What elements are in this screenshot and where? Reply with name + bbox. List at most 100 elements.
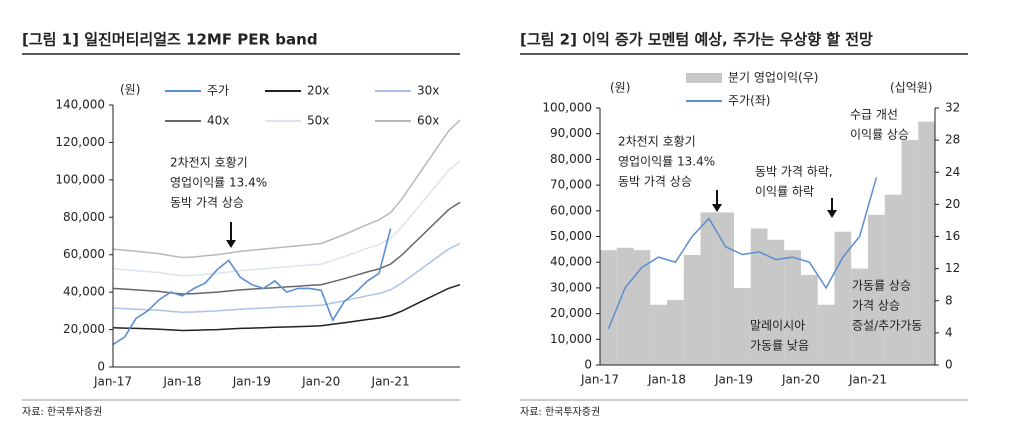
annotation: 이익률 상승 — [850, 128, 909, 142]
bar — [834, 231, 852, 365]
y-tick-label: 20,000 — [63, 322, 105, 336]
x-tick-label: Jan-18 — [647, 373, 686, 387]
bar — [600, 250, 617, 365]
source: 자료: 한국투자증권 — [22, 406, 102, 418]
line — [112, 283, 461, 332]
y2-tick-label: 4 — [945, 325, 953, 339]
annotation-arrowhead — [827, 210, 837, 218]
bar — [817, 304, 835, 365]
legend-label: 40x — [207, 114, 229, 128]
bar — [683, 254, 701, 365]
y-tick-label: 20,000 — [550, 306, 592, 320]
bar — [801, 275, 818, 365]
bar — [918, 121, 935, 365]
line — [112, 201, 461, 295]
y-tick-label: 0 — [97, 360, 105, 374]
y-unit: (원) — [120, 83, 140, 97]
x-tick-label: Jan-20 — [301, 375, 340, 389]
bar — [717, 212, 734, 365]
x-tick-label: Jan-20 — [781, 373, 820, 387]
annotation: 가격 상승 — [852, 299, 900, 313]
chart-title: [그림 2] 이익 증가 모멘텀 예상, 주가는 우상향 할 전망 — [520, 31, 873, 49]
y-tick-label: 40,000 — [63, 285, 105, 299]
y2-tick-label: 12 — [945, 261, 960, 275]
legend-label: 50x — [307, 114, 329, 128]
annotation: 영업이익률 13.4% — [618, 155, 715, 169]
y-tick-label: 70,000 — [550, 178, 592, 192]
y2-tick-label: 24 — [945, 165, 960, 179]
annotation: 수급 개선 — [850, 108, 898, 122]
bar — [784, 250, 801, 365]
chart-title: [그림 1] 일진머티리얼즈 12MF PER band — [22, 31, 318, 49]
y-unit: (원) — [610, 81, 630, 95]
annotation: 2차전지 호황기 — [170, 156, 248, 170]
y-tick-label: 80,000 — [63, 210, 105, 224]
y-tick-label: 120,000 — [55, 135, 105, 149]
x-tick-label: Jan-17 — [580, 373, 619, 387]
source: 자료: 한국투자증권 — [520, 406, 600, 418]
legend-label: 30x — [417, 84, 439, 98]
annotation: 동박 가격 하락, — [755, 165, 833, 179]
y-tick-label: 50,000 — [550, 229, 592, 243]
x-tick-label: Jan-18 — [162, 375, 201, 389]
y-tick-label: 30,000 — [550, 280, 592, 294]
y-tick-label: 140,000 — [55, 98, 105, 112]
y-tick-label: 60,000 — [63, 247, 105, 261]
annotation: 동박 가격 상승 — [170, 196, 244, 210]
bar — [616, 247, 634, 365]
bar — [633, 250, 651, 365]
line — [112, 119, 461, 259]
y2-tick-label: 0 — [945, 358, 953, 372]
y-tick-label: 100,000 — [55, 172, 105, 186]
y-tick-label: 10,000 — [550, 332, 592, 346]
x-tick-label: Jan-19 — [714, 373, 753, 387]
x-tick-label: Jan-17 — [93, 375, 132, 389]
bar — [734, 287, 751, 365]
annotation: 가동률 낮음 — [750, 339, 809, 353]
x-tick-label: Jan-21 — [371, 375, 410, 389]
annotation-arrowhead — [226, 240, 236, 248]
line — [112, 160, 461, 277]
bar — [901, 140, 919, 365]
legend-label: 주가(좌) — [728, 94, 770, 108]
bar — [884, 194, 902, 365]
y-tick-label: 60,000 — [550, 203, 592, 217]
x-tick-label: Jan-21 — [848, 373, 887, 387]
y-tick-label: 100,000 — [542, 101, 592, 115]
bar — [868, 214, 885, 365]
x-tick-label: Jan-19 — [232, 375, 271, 389]
annotation: 말레이시아 — [750, 319, 805, 333]
y-tick-label: 90,000 — [550, 126, 592, 140]
bar — [767, 239, 785, 365]
legend-label: 20x — [307, 84, 329, 98]
bar — [650, 304, 667, 365]
legend-label: 주가 — [207, 84, 229, 98]
legend-label: 분기 영업이익(우) — [728, 71, 818, 85]
line — [112, 242, 461, 314]
annotation-arrowhead — [712, 204, 722, 212]
bar — [700, 212, 718, 365]
annotation: 영업이익률 13.4% — [170, 176, 267, 190]
y2-tick-label: 8 — [945, 293, 953, 307]
line — [112, 228, 392, 346]
line — [607, 177, 878, 330]
legend-label: 60x — [417, 114, 439, 128]
y2-tick-label: 28 — [945, 133, 960, 147]
bar — [750, 228, 768, 365]
y-tick-label: 0 — [584, 358, 592, 372]
annotation: 2차전지 호황기 — [618, 135, 696, 149]
y-tick-label: 80,000 — [550, 152, 592, 166]
y-tick-label: 40,000 — [550, 255, 592, 269]
annotation: 증설/추가가동 — [852, 319, 922, 333]
y2-tick-label: 32 — [945, 101, 960, 115]
annotation: 가동률 상승 — [852, 279, 911, 293]
annotation: 동박 가격 상승 — [618, 175, 692, 189]
legend-key — [686, 73, 722, 83]
bar — [851, 268, 868, 365]
y2-tick-label: 20 — [945, 197, 960, 211]
y2-unit: (십억원) — [890, 81, 932, 95]
y2-tick-label: 16 — [945, 229, 960, 243]
bar — [667, 299, 684, 365]
annotation: 이익률 하락 — [755, 185, 814, 199]
